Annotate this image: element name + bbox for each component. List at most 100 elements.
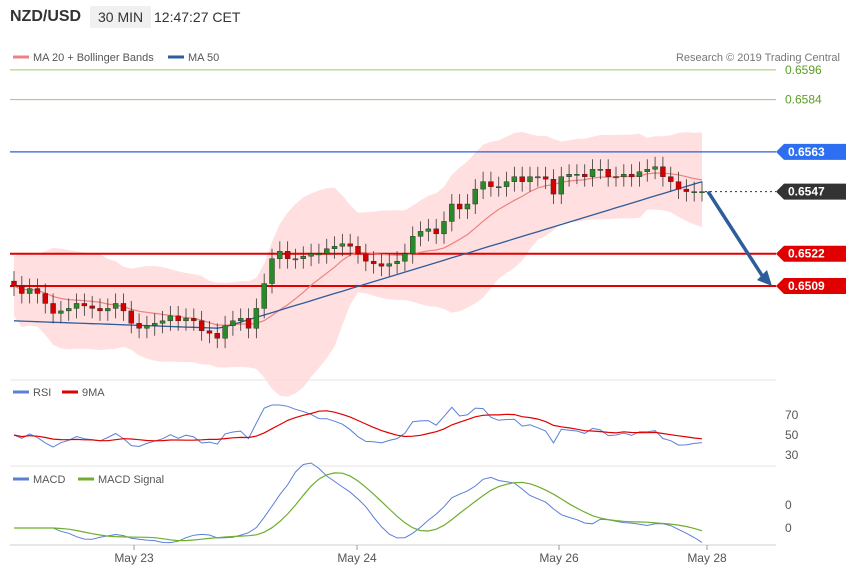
candle-body — [230, 320, 236, 327]
rsi-legend: RSI 9MA — [13, 387, 105, 399]
legend-macd-signal: MACD Signal — [98, 474, 164, 486]
candle-body — [550, 178, 557, 195]
clock-label: 12:47:27 CET — [154, 9, 241, 25]
candle-body — [214, 333, 220, 339]
candle-body — [300, 256, 306, 259]
candle-body — [566, 174, 572, 177]
level-label: 0.6596 — [785, 63, 822, 77]
legend-macd: MACD — [33, 474, 65, 486]
candle-body — [378, 263, 385, 267]
rsi-9ma-line — [13, 410, 703, 442]
price-levels: 0.6596 0.6584 0.6563 0.6547 0.6522 0.6509 — [10, 63, 846, 295]
candle-body — [527, 176, 533, 182]
macd-tick-label: 0 — [785, 498, 792, 512]
candle-body — [191, 318, 197, 322]
symbol-label: NZD/USD — [10, 8, 82, 25]
candle-body — [253, 308, 260, 329]
candle-body — [206, 330, 213, 334]
x-tick-label: May 23 — [114, 551, 154, 565]
candle-body — [691, 191, 697, 194]
candle-body — [456, 203, 463, 210]
macd-tick-label: 0 — [785, 521, 792, 535]
candle-body — [558, 176, 564, 195]
candle-body — [355, 246, 361, 254]
candle-body — [120, 303, 127, 312]
candle-body — [292, 258, 299, 261]
candle-body — [81, 303, 88, 307]
candle-body — [370, 260, 377, 264]
legend-9ma: 9MA — [82, 387, 105, 399]
candle-body — [503, 181, 510, 187]
candle-body — [449, 203, 455, 222]
candle-body — [26, 288, 33, 294]
candle-body — [261, 283, 267, 309]
candle-body — [66, 308, 72, 312]
candle-body — [535, 176, 541, 179]
candle-body — [175, 315, 181, 322]
level-tag — [776, 278, 846, 295]
candle-body — [159, 320, 166, 324]
candle-body — [308, 253, 314, 257]
candle-body — [11, 280, 17, 287]
candle-body — [628, 174, 635, 177]
level-tag — [776, 245, 846, 262]
candle-body — [58, 310, 64, 314]
macd-legend: MACD MACD Signal — [13, 474, 164, 486]
level-label: 0.6522 — [788, 247, 825, 261]
legend-ma50: MA 50 — [188, 52, 219, 64]
ma50-line — [13, 181, 703, 329]
candle-body — [269, 258, 275, 284]
macd-signal-line — [14, 472, 703, 542]
candle-body — [433, 228, 439, 235]
candle-body — [363, 253, 369, 262]
candle-body — [402, 253, 408, 262]
bollinger-band-area — [14, 132, 702, 397]
candle-body — [238, 318, 244, 322]
candle-body — [112, 303, 119, 309]
macd-panel: 00 — [14, 462, 792, 544]
candle-body — [73, 303, 80, 309]
candle-body — [496, 186, 502, 189]
candle-body — [441, 221, 447, 235]
candle-body — [19, 285, 25, 294]
candle-body — [347, 243, 353, 247]
candle-body — [519, 176, 525, 182]
candle-body — [277, 251, 283, 259]
forecast-arrow — [706, 190, 772, 287]
candle-body — [605, 169, 611, 177]
candle-body — [636, 171, 643, 177]
candle-body — [597, 169, 604, 171]
candle-body — [425, 228, 432, 232]
candle-body — [144, 325, 150, 329]
legend-rsi: RSI — [33, 387, 51, 399]
candle-body — [128, 310, 134, 324]
credit-label: Research © 2019 Trading Central — [675, 52, 840, 64]
candle-body — [582, 174, 588, 177]
candle-body — [198, 320, 205, 331]
candle-body — [222, 325, 228, 339]
candle-body — [621, 174, 627, 177]
rsi-tick-label: 70 — [785, 408, 799, 422]
candlesticks — [11, 156, 705, 349]
candle-body — [652, 166, 658, 170]
candle-body — [386, 263, 392, 267]
level-label: 0.6584 — [785, 93, 822, 107]
candle-body — [245, 318, 252, 329]
main-legend: MA 20 + Bollinger Bands MA 50 — [13, 52, 219, 64]
candle-body — [331, 246, 338, 249]
rsi-panel: 70 50 30 — [13, 404, 799, 462]
candle-body — [472, 188, 478, 205]
candle-body — [183, 318, 189, 322]
candle-body — [50, 303, 56, 314]
candle-body — [284, 251, 291, 259]
candle-body — [152, 323, 158, 327]
candle-body — [42, 293, 48, 304]
candle-body — [675, 181, 682, 190]
candle-body — [488, 181, 494, 187]
candle-body — [644, 169, 650, 172]
candle-body — [668, 176, 674, 182]
timeframe-button[interactable]: 30 MIN — [90, 6, 152, 28]
forecast-arrowhead — [757, 270, 772, 287]
candle-body — [660, 166, 666, 177]
